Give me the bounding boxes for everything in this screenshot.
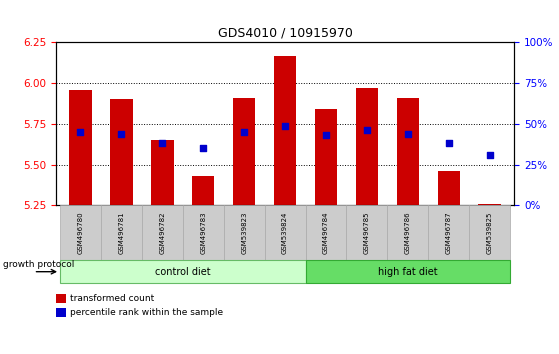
Text: control diet: control diet xyxy=(155,267,211,277)
Text: GSM496780: GSM496780 xyxy=(78,211,83,254)
Text: GSM496784: GSM496784 xyxy=(323,211,329,254)
Text: GSM496787: GSM496787 xyxy=(446,211,452,254)
Text: GSM496781: GSM496781 xyxy=(119,211,125,254)
Text: growth protocol: growth protocol xyxy=(3,260,74,269)
Text: percentile rank within the sample: percentile rank within the sample xyxy=(70,308,223,317)
Text: GSM496785: GSM496785 xyxy=(364,211,370,254)
Text: GSM539824: GSM539824 xyxy=(282,212,288,254)
Bar xyxy=(356,88,378,205)
Text: GSM539825: GSM539825 xyxy=(487,212,492,254)
Point xyxy=(362,127,371,133)
Point xyxy=(444,141,453,146)
Text: GSM539823: GSM539823 xyxy=(241,211,247,254)
Bar xyxy=(192,176,215,205)
Text: high fat diet: high fat diet xyxy=(378,267,438,277)
Bar xyxy=(233,98,255,205)
Text: GSM496783: GSM496783 xyxy=(200,211,206,254)
Point xyxy=(404,131,413,137)
Bar xyxy=(110,99,132,205)
Bar xyxy=(69,90,92,205)
Point xyxy=(158,141,167,146)
Point xyxy=(76,129,85,135)
Bar xyxy=(315,109,337,205)
Bar xyxy=(397,98,419,205)
Text: transformed count: transformed count xyxy=(70,293,154,303)
Point xyxy=(199,145,208,151)
Point xyxy=(321,132,330,138)
Point xyxy=(485,152,494,158)
Point xyxy=(117,131,126,137)
Bar xyxy=(438,171,460,205)
Point xyxy=(281,123,290,129)
Text: GSM496782: GSM496782 xyxy=(159,211,165,254)
Bar xyxy=(479,204,501,205)
Title: GDS4010 / 10915970: GDS4010 / 10915970 xyxy=(217,27,353,40)
Bar xyxy=(151,140,173,205)
Bar xyxy=(274,56,296,205)
Point xyxy=(240,129,249,135)
Text: GSM496786: GSM496786 xyxy=(405,211,411,254)
